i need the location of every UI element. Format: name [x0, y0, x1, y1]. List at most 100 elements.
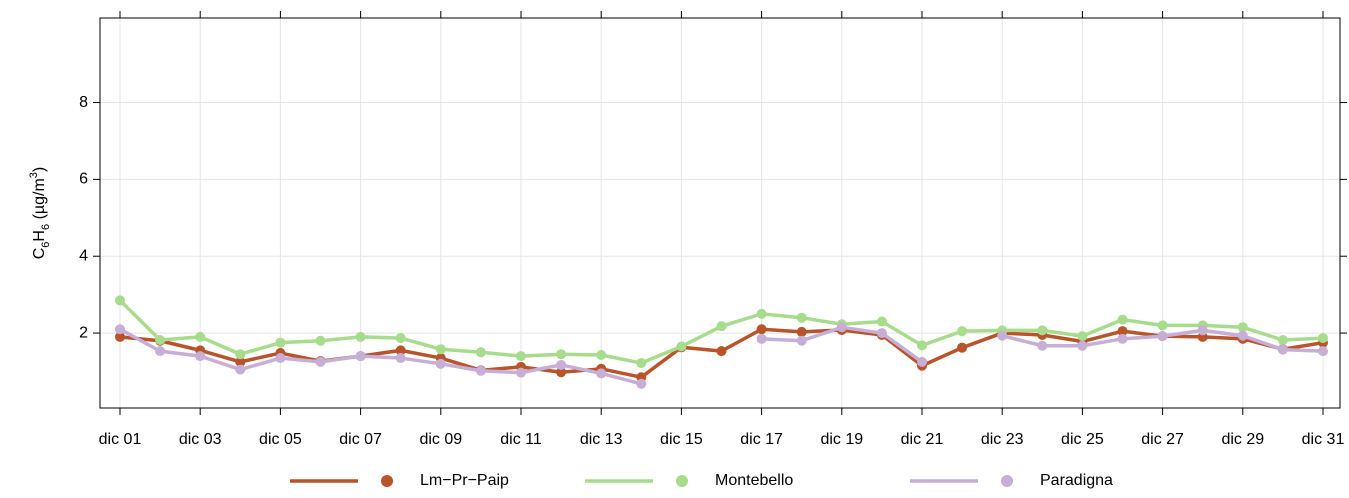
data-point [556, 359, 567, 370]
y-tick-label: 6 [79, 171, 88, 188]
data-point [395, 333, 406, 344]
x-tick-label: dic 31 [1302, 431, 1345, 448]
data-point [836, 322, 847, 333]
data-point [796, 326, 807, 337]
data-point [1277, 344, 1288, 355]
data-point [876, 316, 887, 327]
data-point [636, 378, 647, 389]
data-point [275, 337, 286, 348]
data-point [235, 349, 246, 360]
data-point [1037, 340, 1048, 351]
data-point [596, 368, 607, 379]
legend-marker [381, 475, 393, 487]
data-point [756, 333, 767, 344]
data-point [1157, 320, 1168, 331]
data-point [435, 358, 446, 369]
data-point [235, 364, 246, 375]
data-point [195, 331, 206, 342]
data-point [115, 324, 125, 335]
x-tick-label: dic 11 [500, 431, 542, 448]
data-point [756, 308, 767, 319]
data-point [1237, 330, 1248, 341]
y-label-part: 6 [40, 242, 52, 248]
data-point [1237, 322, 1248, 333]
data-point [115, 295, 125, 306]
data-point [355, 351, 366, 362]
data-point [315, 335, 326, 346]
data-point [796, 312, 807, 323]
data-point [917, 356, 927, 367]
data-point [435, 344, 446, 355]
y-tick-label: 2 [79, 324, 88, 341]
data-point [716, 321, 727, 332]
x-tick-label: dic 07 [339, 431, 382, 448]
legend-marker [1001, 475, 1013, 487]
data-point [355, 331, 366, 342]
data-point [556, 367, 567, 378]
x-tick-label: dic 17 [740, 431, 783, 448]
data-point [395, 353, 406, 364]
data-point [516, 367, 526, 378]
data-point [475, 365, 486, 376]
legend-marker [676, 475, 688, 487]
data-point [997, 330, 1008, 341]
x-tick-label: dic 27 [1141, 431, 1184, 448]
data-point [1077, 340, 1088, 351]
data-point [155, 334, 166, 345]
y-axis-label: C6H6 (µg/m3) [28, 167, 52, 260]
data-point [596, 349, 607, 360]
data-point [115, 331, 125, 342]
data-point [1197, 325, 1208, 336]
x-tick-label: dic 15 [660, 431, 703, 448]
data-point [1077, 331, 1088, 342]
data-point [1277, 334, 1288, 345]
data-point [917, 340, 927, 351]
x-tick-label: dic 23 [981, 431, 1024, 448]
data-point [195, 351, 206, 362]
data-point [1117, 314, 1128, 325]
data-point [1117, 333, 1128, 344]
y-tick-label: 4 [79, 247, 88, 264]
data-point [1157, 331, 1168, 342]
plot-frame [99, 17, 1341, 409]
x-tick-label: dic 01 [99, 431, 142, 448]
data-point [275, 353, 286, 364]
y-label-part: (µg/m [31, 178, 48, 224]
x-tick-label: dic 21 [901, 431, 944, 448]
x-tick-label: dic 13 [580, 431, 623, 448]
data-point [1037, 325, 1048, 336]
y-label-part: H [31, 230, 48, 242]
y-label-part: ) [31, 167, 48, 172]
data-point [957, 326, 968, 337]
y-label-part: 6 [40, 224, 52, 230]
data-point [155, 346, 166, 357]
x-tick-label: dic 25 [1061, 431, 1104, 448]
x-tick-label: dic 29 [1221, 431, 1264, 448]
data-point [876, 328, 887, 339]
data-point [756, 324, 767, 335]
data-point [315, 356, 326, 367]
data-point [475, 347, 486, 358]
data-point [235, 356, 246, 367]
data-point [1117, 326, 1128, 337]
legend-label: Lm−Pr−Paip [420, 472, 509, 489]
data-point [1318, 333, 1328, 344]
x-tick-label: dic 09 [419, 431, 462, 448]
data-point [796, 335, 807, 346]
y-label-part: C [31, 248, 48, 260]
data-point [716, 346, 727, 357]
x-tick-label: dic 05 [259, 431, 302, 448]
y-tick-label: 8 [79, 94, 88, 111]
legend-label: Paradigna [1040, 472, 1113, 489]
series-line [119, 327, 642, 386]
data-point [957, 342, 968, 353]
x-tick-label: dic 03 [179, 431, 222, 448]
data-point [676, 341, 687, 352]
data-point [636, 358, 647, 369]
data-point [1318, 346, 1328, 357]
x-tick-label: dic 19 [820, 431, 863, 448]
legend-label: Montebello [715, 472, 793, 489]
data-point [516, 351, 526, 362]
